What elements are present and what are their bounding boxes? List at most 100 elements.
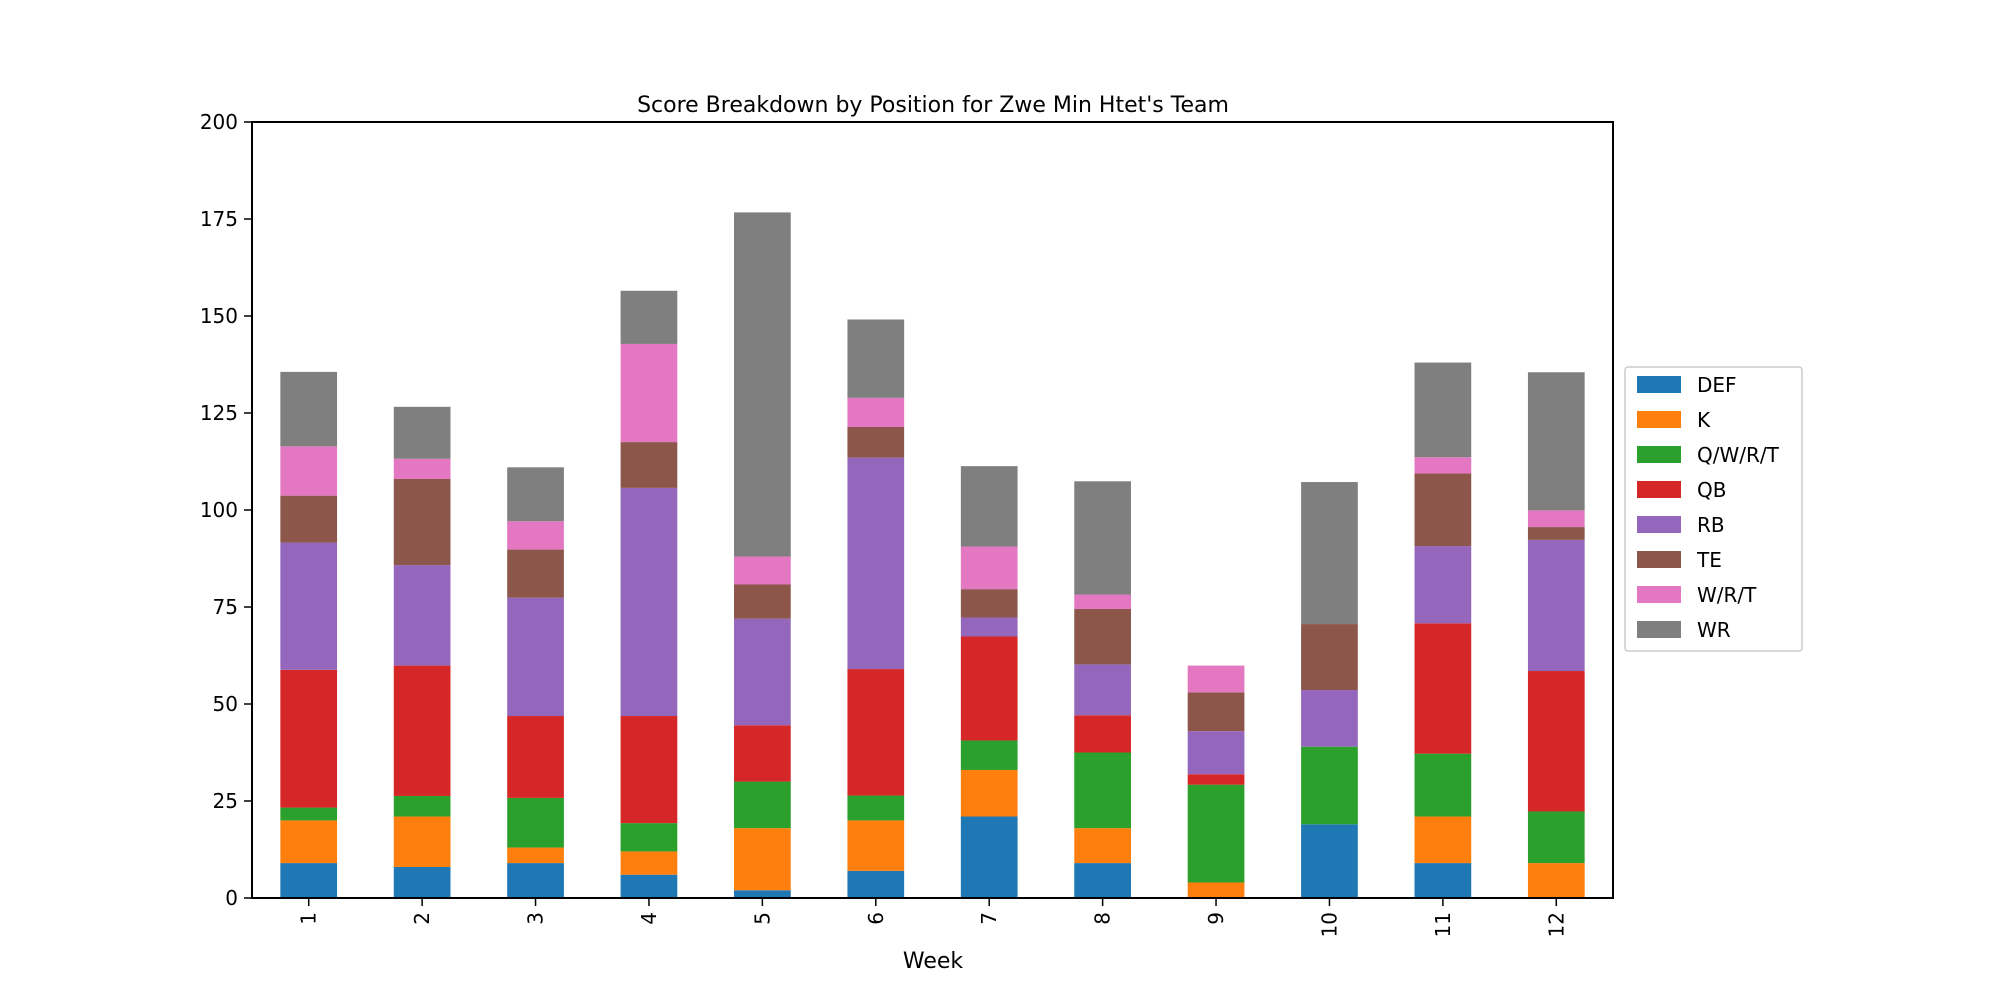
x-tick-label: 5 bbox=[750, 912, 774, 925]
bar-segment-rb-week-1 bbox=[280, 542, 338, 670]
bar-segment-rb-week-10 bbox=[1301, 690, 1358, 747]
bar-segment-te-week-1 bbox=[280, 495, 338, 543]
bar-segment-qb-week-4 bbox=[620, 716, 678, 824]
x-tick-label: 10 bbox=[1317, 912, 1341, 937]
y-tick-label: 50 bbox=[213, 692, 238, 716]
bar-segment-wr-week-4 bbox=[620, 290, 678, 344]
bar-segment-w-r-t-week-1 bbox=[280, 446, 338, 496]
x-tick-label: 6 bbox=[864, 912, 888, 925]
bar-segment-wr-week-8 bbox=[1074, 481, 1131, 595]
bar-segment-w-r-t-week-5 bbox=[734, 556, 791, 585]
bar-segment-wr-week-7 bbox=[960, 466, 1018, 547]
bar-segment-te-week-7 bbox=[960, 589, 1018, 618]
bar-segment-te-week-3 bbox=[507, 549, 564, 598]
bar-segment-k-week-6 bbox=[847, 820, 905, 871]
bar-segment-te-week-12 bbox=[1527, 527, 1585, 540]
bar-segment-qb-week-5 bbox=[734, 725, 791, 782]
bar-segment-rb-week-3 bbox=[507, 597, 564, 717]
legend-label: DEF bbox=[1697, 373, 1737, 397]
bar-segment-k-week-12 bbox=[1527, 863, 1585, 898]
x-axis: 1 2 3 4 5 6 7 8 9 10 11 12 bbox=[297, 898, 1568, 937]
legend-label: RB bbox=[1697, 513, 1725, 537]
legend-label: Q/W/R/T bbox=[1697, 443, 1780, 467]
bar-segment-w-r-t-week-6 bbox=[847, 397, 905, 427]
bar-segment-w-r-t-week-12 bbox=[1527, 510, 1585, 528]
legend-label: QB bbox=[1697, 478, 1726, 502]
bar-segment-def-week-5 bbox=[734, 890, 791, 898]
y-tick-label: 150 bbox=[200, 304, 238, 328]
y-tick-label: 100 bbox=[200, 498, 238, 522]
bar-segment-k-week-7 bbox=[960, 769, 1018, 817]
bar-segment-def-week-10 bbox=[1301, 824, 1358, 898]
bar-segment-rb-week-5 bbox=[734, 618, 791, 726]
bar-segment-te-week-10 bbox=[1301, 624, 1358, 691]
legend-swatch-k bbox=[1637, 411, 1681, 428]
bar-segment-qb-week-11 bbox=[1414, 623, 1472, 754]
bar-segment-def-week-7 bbox=[960, 816, 1018, 898]
bar-segment-def-week-2 bbox=[393, 866, 451, 898]
bar-segment-q-w-r-t-week-3 bbox=[507, 797, 564, 848]
bar-segment-qb-week-1 bbox=[280, 669, 338, 808]
legend-swatch-rb bbox=[1637, 516, 1681, 533]
bar-segment-wr-week-3 bbox=[507, 467, 564, 522]
bar-segment-rb-week-11 bbox=[1414, 546, 1472, 624]
bar-segment-rb-week-8 bbox=[1074, 664, 1131, 716]
bar-segment-q-w-r-t-week-2 bbox=[393, 795, 451, 817]
legend-label: TE bbox=[1696, 548, 1722, 572]
x-tick-label: 4 bbox=[637, 912, 661, 925]
x-tick-label: 9 bbox=[1204, 912, 1228, 925]
bar-segment-w-r-t-week-8 bbox=[1074, 594, 1131, 609]
bar-segment-def-week-3 bbox=[507, 863, 564, 898]
bar-segment-rb-week-2 bbox=[393, 565, 451, 666]
bar-segment-qb-week-9 bbox=[1187, 774, 1245, 785]
legend-swatch-w-r-t bbox=[1637, 586, 1681, 603]
x-tick-label: 8 bbox=[1091, 912, 1115, 925]
bar-segment-wr-week-10 bbox=[1301, 482, 1358, 625]
bar-segment-w-r-t-week-4 bbox=[620, 343, 678, 443]
y-axis: 0 25 50 75 100 125 150 175 200 bbox=[200, 110, 252, 910]
legend-swatch-wr bbox=[1637, 621, 1681, 638]
bar-segment-rb-week-9 bbox=[1187, 731, 1245, 775]
bar-segment-k-week-1 bbox=[280, 820, 338, 864]
bar-segment-k-week-4 bbox=[620, 851, 678, 875]
bar-segment-te-week-11 bbox=[1414, 473, 1472, 547]
bar-segment-rb-week-4 bbox=[620, 487, 678, 717]
bar-segment-q-w-r-t-week-12 bbox=[1527, 811, 1585, 864]
y-tick-label: 175 bbox=[200, 207, 238, 231]
x-tick-label: 2 bbox=[410, 912, 434, 925]
bar-segment-wr-week-2 bbox=[393, 406, 451, 459]
legend-label: K bbox=[1697, 408, 1711, 432]
bar-segment-te-week-5 bbox=[734, 584, 791, 619]
bar-segment-k-week-3 bbox=[507, 847, 564, 864]
bar-segment-wr-week-12 bbox=[1527, 372, 1585, 511]
bar-segment-w-r-t-week-7 bbox=[960, 546, 1018, 590]
bar-segment-def-week-1 bbox=[280, 863, 338, 898]
bar-segment-q-w-r-t-week-6 bbox=[847, 795, 905, 821]
legend-label: WR bbox=[1697, 618, 1731, 642]
legend-swatch-def bbox=[1637, 376, 1681, 393]
y-tick-label: 75 bbox=[213, 595, 238, 619]
bar-segment-q-w-r-t-week-1 bbox=[280, 807, 338, 821]
bar-segment-qb-week-2 bbox=[393, 665, 451, 796]
bar-segment-q-w-r-t-week-8 bbox=[1074, 752, 1131, 829]
legend: DEF K Q/W/R/T QB RB TE W/R/T WR bbox=[1624, 366, 1803, 652]
y-tick-label: 200 bbox=[200, 110, 238, 134]
bar-segment-def-week-8 bbox=[1074, 863, 1131, 898]
legend-swatch-q-w-r-t bbox=[1637, 446, 1681, 463]
bar-segment-rb-week-6 bbox=[847, 457, 905, 670]
bar-segment-te-week-2 bbox=[393, 478, 451, 566]
bar-segment-te-week-6 bbox=[847, 426, 905, 458]
bar-segment-qb-week-8 bbox=[1074, 715, 1131, 753]
bar-segment-wr-week-11 bbox=[1414, 362, 1472, 458]
bar-segment-te-week-8 bbox=[1074, 608, 1131, 665]
x-axis-label: Week bbox=[903, 949, 964, 974]
bar-segment-k-week-8 bbox=[1074, 828, 1131, 864]
legend-swatch-qb bbox=[1637, 481, 1681, 498]
bar-segment-wr-week-5 bbox=[734, 212, 791, 557]
bar-segment-rb-week-7 bbox=[960, 617, 1018, 637]
bar-segment-k-week-5 bbox=[734, 828, 791, 891]
x-tick-label: 11 bbox=[1431, 912, 1455, 937]
bar-segment-q-w-r-t-week-11 bbox=[1414, 753, 1472, 817]
bar-segment-w-r-t-week-9 bbox=[1187, 665, 1245, 693]
